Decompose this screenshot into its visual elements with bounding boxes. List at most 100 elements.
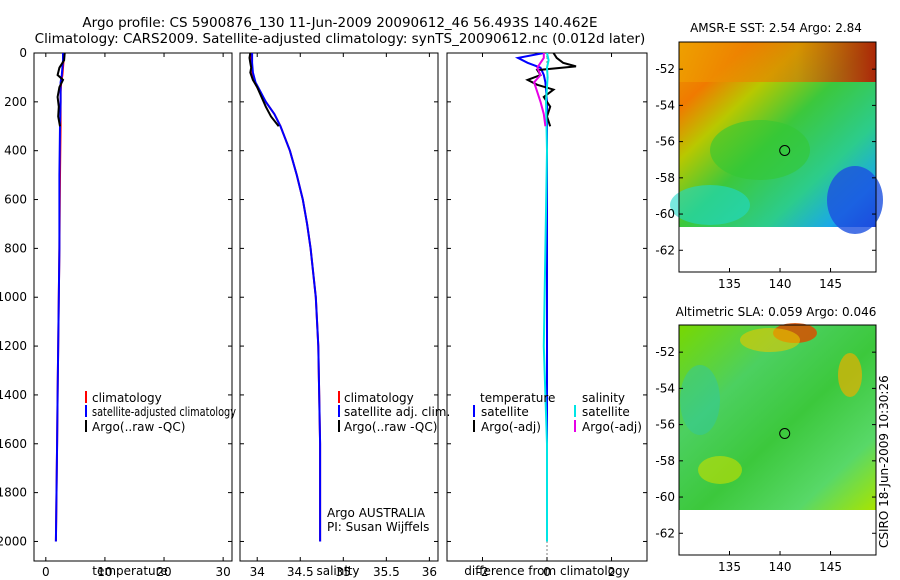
x-tick-label: 34	[250, 565, 265, 579]
series-line-salinity-argo-adj-	[532, 53, 547, 127]
sla-map-axes: 135 140 145 -52 -54 -56 -58 -60 -62	[655, 345, 876, 574]
sla-map-frame	[678, 324, 877, 556]
salinity-legend: climatology satellite adj. clim. Argo(..…	[338, 391, 450, 434]
map-y-tick-label: -54	[655, 381, 675, 395]
sst-argo-marker	[779, 145, 791, 156]
map-x-tick-label: 140	[769, 560, 792, 574]
map-y-tick-label: -58	[655, 171, 675, 185]
series-line-temperature-argo-adj-	[525, 53, 577, 127]
map-x-tick-label: 135	[718, 277, 741, 291]
footer-stamp: CSIRO 18-Jun-2009 10:30:26	[877, 375, 891, 548]
depth-tick-label: 1600	[0, 437, 27, 451]
legend-heading-temperature: temperature	[480, 391, 555, 405]
temperature-x-label: temperature	[92, 564, 167, 578]
legend-label-sal-argo: Argo(-adj)	[582, 420, 642, 434]
salinity-x-axis: 34 34.5 35 35.5 36	[250, 53, 437, 579]
legend-label-temp-satellite: satellite	[481, 405, 529, 419]
x-tick-label: 34.5	[287, 565, 314, 579]
map-x-tick-label: 145	[819, 277, 842, 291]
legend-label-climatology: climatology	[344, 391, 414, 405]
x-tick-label: 36	[422, 565, 437, 579]
map-y-tick-label: -62	[655, 526, 675, 540]
depth-tick-label: 400	[4, 144, 27, 158]
series-line-argo-raw-qc-	[56, 53, 66, 127]
depth-tick-label: 1000	[0, 290, 27, 304]
temperature-x-axis: 0 10 20 30	[42, 53, 231, 579]
legend-heading-salinity: salinity	[582, 391, 625, 405]
map-x-tick-label: 145	[819, 560, 842, 574]
x-tick-label: -2	[476, 565, 488, 579]
depth-tick-label: 1200	[0, 339, 27, 353]
sst-cyan-patch	[670, 185, 750, 225]
legend-label-satellite: satellite adj. clim.	[344, 405, 450, 419]
map-y-tick-label: -52	[655, 345, 675, 359]
depth-tick-label: 600	[4, 193, 27, 207]
x-tick-label: 10	[97, 565, 112, 579]
map-y-tick-label: -56	[655, 418, 675, 432]
map-y-tick-label: -52	[655, 62, 675, 76]
x-tick-label: 20	[156, 565, 171, 579]
x-tick-label: 0	[543, 565, 551, 579]
depth-tick-label: 800	[4, 241, 27, 255]
sst-map-title: AMSR-E SST: 2.54 Argo: 2.84	[690, 21, 862, 35]
series-line-argo-raw-qc-	[248, 53, 280, 127]
map-y-tick-label: -58	[655, 454, 675, 468]
map-y-tick-label: -62	[655, 243, 675, 257]
legend-label-sal-satellite: satellite	[582, 405, 630, 419]
series-line-temperature-satellite	[514, 53, 548, 542]
x-tick-label: 35	[336, 565, 351, 579]
salinity-annotation-line-2: PI: Susan Wijffels	[327, 520, 429, 534]
series-line-satellite-adjusted-climatology	[54, 53, 64, 542]
difference-series	[514, 53, 577, 542]
map-x-tick-label: 140	[769, 277, 792, 291]
x-tick-label: 30	[215, 565, 230, 579]
salinity-x-label: salinity	[316, 564, 359, 578]
x-tick-label: 0	[42, 565, 50, 579]
depth-tick-label: 0	[19, 46, 27, 60]
depth-axis: 0 200 400 600 800 1000 1200 1400 1600 1800 2000	[0, 46, 647, 548]
x-tick-label: 2	[608, 565, 616, 579]
sst-cool-patch	[827, 166, 883, 234]
legend-label-temp-argo: Argo(-adj)	[481, 420, 541, 434]
sla-low-patch	[680, 365, 720, 435]
depth-tick-label: 1400	[0, 388, 27, 402]
map-x-tick-label: 135	[718, 560, 741, 574]
x-tick-label: 35.5	[373, 565, 400, 579]
difference-x-label: difference from climatology	[464, 564, 630, 578]
sst-green-patch	[710, 120, 810, 180]
sst-map	[670, 42, 883, 234]
figure-title-line-2: Climatology: CARS2009. Satellite-adjuste…	[35, 31, 646, 47]
temperature-axes-frame	[33, 52, 233, 562]
sla-yellow-patch-3	[698, 456, 742, 484]
figure-title-line-1: Argo profile: CS 5900876_130 11-Jun-2009…	[82, 15, 597, 31]
sla-map-title: Altimetric SLA: 0.059 Argo: 0.046	[676, 305, 877, 319]
series-line-salinity-satellite	[542, 53, 550, 542]
legend-label-argo: Argo(..raw -QC)	[344, 420, 437, 434]
sla-yellow-patch	[740, 328, 800, 352]
temperature-legend: climatology satellite-adjusted climatolo…	[85, 391, 236, 434]
difference-legend: temperature satellite Argo(-adj) salinit…	[473, 391, 642, 434]
salinity-axes-frame	[239, 52, 439, 562]
temperature-series	[54, 53, 66, 542]
sst-warm-band	[679, 42, 876, 82]
map-y-tick-label: -56	[655, 135, 675, 149]
sst-map-axes: 135 140 145 -52 -54 -56 -58 -60 -62	[655, 62, 876, 291]
sla-map	[679, 323, 876, 510]
depth-tick-label: 1800	[0, 486, 27, 500]
salinity-series	[248, 53, 322, 542]
salinity-annotation-line-1: Argo AUSTRALIA	[327, 506, 426, 520]
map-y-tick-label: -60	[655, 207, 675, 221]
legend-label-satellite: satellite-adjusted climatology	[92, 405, 236, 419]
legend-label-argo: Argo(..raw -QC)	[92, 420, 185, 434]
series-line-satellite-adj-clim-	[251, 53, 322, 542]
sst-map-frame	[678, 41, 877, 273]
depth-tick-label: 2000	[0, 534, 27, 548]
map-y-tick-label: -60	[655, 490, 675, 504]
sla-argo-marker	[779, 428, 791, 439]
sla-yellow-patch-2	[838, 353, 862, 397]
map-y-tick-label: -54	[655, 98, 675, 112]
legend-label-climatology: climatology	[92, 391, 162, 405]
series-line-climatology	[250, 53, 322, 542]
depth-tick-label: 200	[4, 95, 27, 109]
